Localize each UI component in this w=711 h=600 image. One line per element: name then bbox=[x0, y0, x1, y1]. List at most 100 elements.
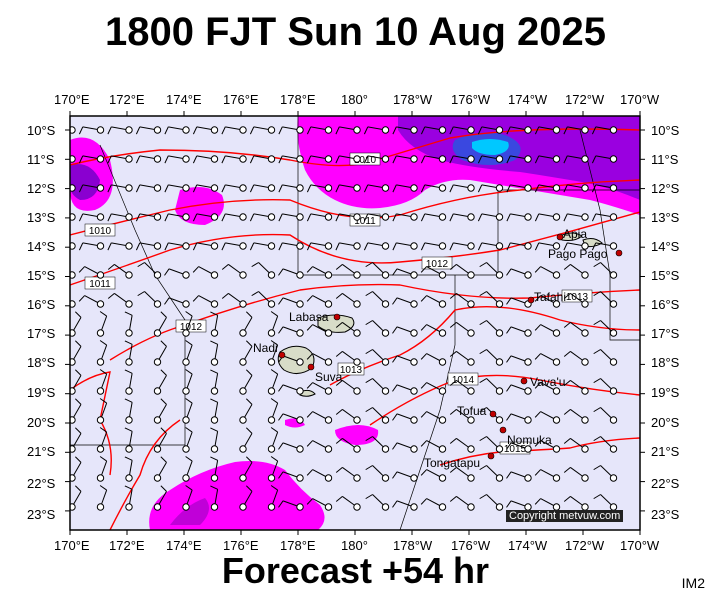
wind-barb-feather bbox=[591, 184, 597, 193]
wind-station-circle bbox=[153, 155, 162, 163]
lon-label: 178°E bbox=[280, 92, 316, 107]
wind-barb-feather bbox=[192, 266, 199, 273]
wind-barb-feather bbox=[479, 378, 487, 384]
wind-station-circle bbox=[524, 445, 532, 453]
wind-station-circle bbox=[438, 300, 447, 308]
wind-barb-feather bbox=[479, 436, 487, 442]
wind-station-circle bbox=[210, 416, 219, 424]
wind-barb-feather bbox=[278, 213, 283, 222]
wind-barb-feather bbox=[278, 184, 283, 193]
wind-barb-feather bbox=[107, 126, 112, 135]
wind-barb-feather bbox=[135, 242, 141, 251]
wind-station-circle bbox=[239, 503, 247, 511]
wind-station-circle bbox=[410, 329, 418, 337]
place-label-labasa: Labasa bbox=[289, 310, 329, 324]
wind-station-circle bbox=[267, 503, 276, 511]
wind-barb-feather bbox=[449, 351, 457, 357]
wind-barb-feather bbox=[593, 465, 601, 471]
wind-station-circle bbox=[153, 503, 162, 511]
wind-station-circle bbox=[210, 329, 219, 337]
lon-label: 176°W bbox=[451, 538, 491, 553]
wind-barb-feather bbox=[365, 436, 373, 442]
wind-station-circle bbox=[125, 271, 133, 279]
wind-station-circle bbox=[495, 213, 504, 221]
wind-station-circle bbox=[581, 213, 589, 221]
wind-barb-feather bbox=[74, 340, 82, 347]
wind-station-circle bbox=[296, 155, 304, 163]
wind-barb-feather bbox=[563, 184, 568, 193]
wind-barb-feather bbox=[392, 413, 398, 421]
place-label-tafahi: Tafahi bbox=[534, 290, 567, 304]
wind-barb-feather bbox=[107, 293, 115, 299]
wind-station-circle bbox=[182, 329, 190, 337]
wind-station-circle bbox=[296, 445, 304, 453]
isobar-label-1015: 1015 bbox=[504, 444, 527, 455]
wind-barb-feather bbox=[392, 213, 397, 222]
wind-station-circle bbox=[552, 300, 561, 308]
wind-station-circle bbox=[467, 184, 475, 192]
wind-station-circle bbox=[581, 416, 589, 424]
lon-label: 176°E bbox=[223, 538, 259, 553]
wind-barb-feather bbox=[563, 293, 571, 299]
wind-station-circle bbox=[125, 503, 133, 511]
wind-station-circle bbox=[324, 474, 333, 482]
wind-barb-feather bbox=[135, 184, 141, 193]
wind-station-circle bbox=[524, 126, 532, 134]
lat-label: 14°S bbox=[27, 239, 56, 254]
wind-station-circle bbox=[210, 184, 219, 192]
wind-barb-feather bbox=[335, 322, 343, 328]
wind-station-circle bbox=[70, 213, 76, 221]
wind-station-circle bbox=[552, 358, 561, 366]
wind-station-circle bbox=[96, 213, 105, 221]
wind-barb-feather bbox=[420, 266, 427, 273]
wind-barb-feather bbox=[392, 384, 398, 392]
wind-barb-feather bbox=[306, 498, 313, 505]
wind-station-circle bbox=[96, 387, 105, 395]
copyright-label: Copyright metvuw.com bbox=[506, 510, 624, 522]
wind-station-circle bbox=[324, 213, 333, 221]
wind-station-circle bbox=[153, 387, 162, 395]
wind-barb-feather bbox=[335, 213, 340, 222]
wind-barb-feather bbox=[506, 155, 511, 164]
wind-barb-feather bbox=[449, 409, 457, 415]
lon-label: 170°W bbox=[620, 538, 660, 553]
wind-barb-feather bbox=[479, 320, 487, 326]
wind-barb-feather bbox=[534, 324, 541, 331]
wind-barb-feather bbox=[185, 311, 193, 317]
wind-barb-feather bbox=[306, 266, 313, 273]
wind-barb-feather bbox=[245, 485, 253, 492]
wind-station-circle bbox=[438, 155, 447, 163]
wind-station-circle bbox=[125, 358, 133, 366]
wind-station-circle bbox=[381, 213, 390, 221]
wind-station-circle bbox=[410, 503, 418, 511]
wind-station-circle bbox=[153, 329, 162, 337]
wind-station-circle bbox=[438, 213, 447, 221]
wind-barb-feather bbox=[506, 355, 512, 363]
wind-station-circle bbox=[495, 474, 504, 482]
wind-barb-feather bbox=[306, 469, 313, 476]
wind-barb-feather bbox=[160, 485, 167, 492]
lon-label: 172°W bbox=[565, 92, 605, 107]
wind-barb-feather bbox=[335, 126, 340, 135]
wind-station-circle bbox=[125, 474, 133, 482]
wind-barb-feather bbox=[306, 155, 312, 164]
wind-station-circle bbox=[239, 213, 247, 221]
wind-barb-feather bbox=[210, 427, 218, 432]
wind-barb-feather bbox=[135, 213, 141, 222]
wind-station-circle bbox=[96, 155, 105, 163]
wind-station-circle bbox=[467, 387, 475, 395]
lon-label: 180° bbox=[341, 538, 368, 553]
wind-barb-feather bbox=[164, 268, 170, 276]
wind-barb-feather bbox=[185, 340, 193, 346]
lat-label: 12°S bbox=[27, 181, 56, 196]
lon-label: 178°E bbox=[280, 538, 316, 553]
wind-station-circle bbox=[495, 155, 504, 163]
wind-barb-feather bbox=[563, 438, 571, 444]
wind-barb-feather bbox=[449, 242, 454, 251]
wind-station-circle bbox=[267, 155, 276, 163]
wind-station-circle bbox=[438, 184, 447, 192]
wind-barb-feather bbox=[306, 324, 313, 331]
wind-barb-feather bbox=[74, 398, 82, 405]
wind-station-circle bbox=[552, 184, 561, 192]
wind-barb-feather bbox=[185, 427, 193, 433]
